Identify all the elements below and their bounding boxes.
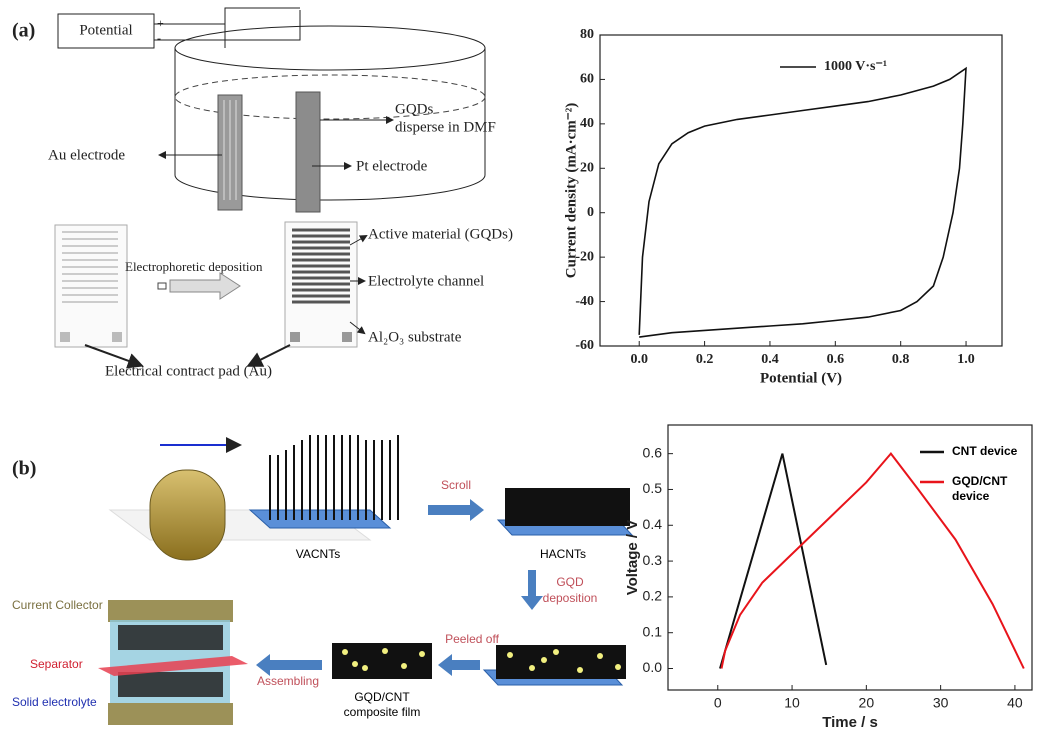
- pad-label: Electrical contract pad (Au): [105, 363, 272, 379]
- gqd-label: GQD: [556, 575, 584, 589]
- film-label: GQD/CNT: [354, 690, 410, 704]
- pt-label: Pt electrode: [356, 158, 428, 174]
- active-label: Active material (GQDs): [368, 226, 513, 242]
- y-axis-label: Current density (mA·cm⁻²): [563, 103, 579, 278]
- x-tick-label: 10: [784, 695, 800, 711]
- pt-electrode: [296, 92, 320, 212]
- roller: [150, 470, 225, 560]
- film-layer: [118, 625, 223, 650]
- x-tick-label: 0.4: [761, 352, 779, 367]
- y-tick-label: 0: [587, 205, 594, 220]
- pad: [60, 332, 70, 342]
- film-layer: [118, 672, 223, 697]
- fingers-coated: [292, 230, 350, 302]
- y-tick-label: -60: [575, 338, 594, 353]
- y-tick-label: 0.6: [643, 444, 663, 460]
- collector-top: [108, 600, 233, 622]
- page: {"chart_data": [ {"type": "line", "x_lab…: [0, 0, 1041, 731]
- flow-arrow: [428, 499, 484, 521]
- y-tick-label: 0.0: [643, 659, 663, 675]
- source: [158, 283, 166, 289]
- arrow: [250, 345, 290, 365]
- y-tick-label: 20: [580, 161, 594, 176]
- epd-label: Electrophoretic deposition: [125, 259, 263, 274]
- x-axis-label: Time / s: [822, 714, 878, 731]
- x-tick-label: 0: [714, 695, 722, 711]
- collector-bottom: [108, 703, 233, 725]
- separator-label: Separator: [30, 657, 83, 671]
- y-tick-label: 0.2: [643, 588, 663, 604]
- substrate-left: [55, 225, 127, 347]
- diagram-b: (b) VACNTs Scroll HACNTs GQD deposition …: [12, 435, 632, 725]
- canvas: (a) Potential + - Au electrode Pt electr…: [0, 0, 1041, 731]
- big-arrow: [170, 273, 240, 299]
- data-line: [720, 454, 826, 669]
- y-tick-label: 40: [580, 116, 594, 131]
- channel-label: Electrolyte channel: [368, 273, 484, 289]
- y-tick-label: 0.4: [643, 516, 663, 532]
- pad: [290, 332, 300, 342]
- film-label: composite film: [344, 705, 421, 719]
- electrolyte-label: Solid electrolyte: [12, 695, 97, 709]
- x-axis-label: Potential (V): [760, 370, 842, 386]
- disperse-label: disperse in DMF: [395, 119, 496, 135]
- legend-label: 1000 V·s⁻¹: [824, 59, 887, 74]
- figure: (a) Potential + - Au electrode Pt electr…: [0, 0, 1041, 731]
- plus: +: [157, 16, 164, 30]
- substrate-label: Al₂O₃ substrate: [368, 329, 462, 345]
- x-tick-label: 0.0: [630, 352, 648, 367]
- y-tick-label: -40: [575, 294, 594, 309]
- collector-label: Current Collector: [12, 598, 103, 612]
- flow-arrow: [521, 570, 543, 610]
- y-tick-label: 60: [580, 72, 594, 87]
- flow-arrow: [256, 654, 322, 676]
- x-tick-label: 0.6: [827, 352, 845, 367]
- deposition-label: deposition: [543, 591, 598, 605]
- hacnts-label: HACNTs: [540, 547, 586, 561]
- legend-html: GQD/CNT device: [952, 474, 1032, 504]
- panel-label: (a): [12, 20, 35, 42]
- hacnt-film: [505, 488, 630, 526]
- y-tick-label: 0.5: [643, 480, 663, 496]
- minus: -: [157, 31, 161, 45]
- data-line: [639, 68, 966, 337]
- scroll-label: Scroll: [441, 478, 471, 492]
- x-tick-label: 0.8: [892, 352, 910, 367]
- vacnts-label: VACNTs: [296, 547, 340, 561]
- x-tick-label: 0.2: [696, 352, 714, 367]
- x-tick-label: 30: [933, 695, 949, 711]
- pad: [112, 332, 122, 342]
- potential-label: Potential: [79, 22, 132, 38]
- arrow: [85, 345, 140, 365]
- legend-label: GQD/CNT device: [952, 474, 1032, 504]
- pad: [342, 332, 352, 342]
- composite-film: [332, 643, 432, 679]
- y-axis-label: Voltage / V: [624, 520, 641, 596]
- plot-frame: [600, 35, 1002, 346]
- legend-label: CNT device: [952, 444, 1018, 458]
- x-tick-label: 20: [859, 695, 875, 711]
- y-tick-label: 0.1: [643, 623, 663, 639]
- au-label: Au electrode: [48, 147, 125, 163]
- vacnt-array: [270, 435, 398, 520]
- assembling-label: Assembling: [257, 674, 319, 688]
- x-tick-label: 40: [1007, 695, 1023, 711]
- x-tick-label: 1.0: [957, 352, 975, 367]
- y-tick-label: 80: [580, 27, 594, 42]
- gqds-label: GQDs: [395, 101, 433, 117]
- y-tick-label: 0.3: [643, 552, 663, 568]
- peeled-label: Peeled off: [445, 632, 499, 646]
- flow-arrow: [438, 654, 480, 676]
- panel-label: (b): [12, 458, 36, 480]
- plot-frame: [668, 425, 1032, 690]
- gqd-film: [496, 645, 626, 679]
- diagram-a: (a) Potential + - Au electrode Pt electr…: [12, 8, 513, 379]
